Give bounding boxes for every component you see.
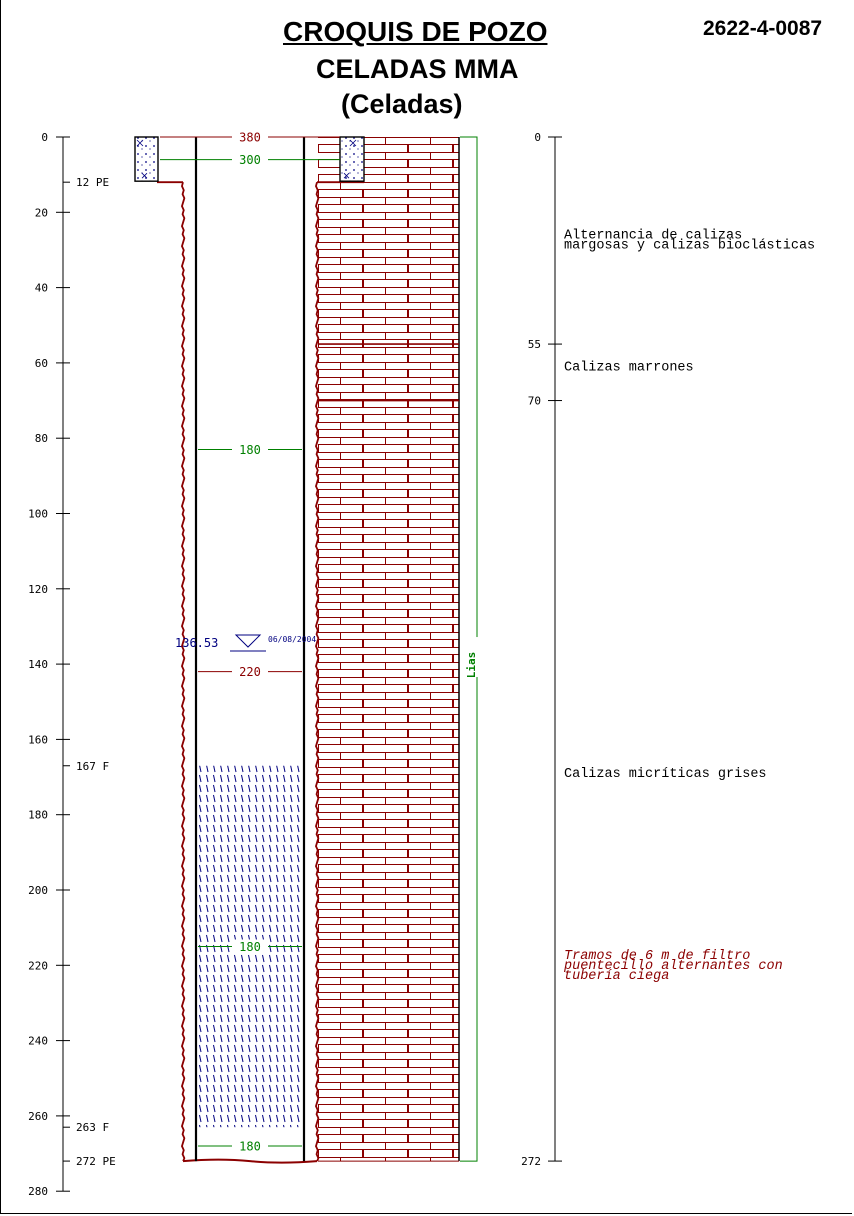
- well-code: 2622-4-0087: [703, 17, 823, 40]
- depth-tick-label: 240: [28, 1035, 48, 1048]
- depth-tick-label: 0: [41, 131, 48, 144]
- depth-tick-label: 120: [28, 583, 48, 596]
- construction-mark-label: 167 F: [76, 760, 109, 773]
- lithology-label: Alternancia de calizas: [564, 229, 742, 244]
- cement-marks: [136, 139, 357, 179]
- water-level-value: 136.53: [175, 636, 218, 650]
- lithology-label: Calizas marrones: [564, 360, 694, 375]
- diameter-labels: 380 300 180 220 180 180: [160, 130, 340, 1154]
- depth-tick-label: 60: [35, 357, 48, 370]
- diameter-label-bg: [232, 664, 268, 678]
- lithology-label: Calizas micríticas grises: [564, 767, 767, 782]
- casing-note: tubería ciega: [564, 969, 669, 984]
- diameter-label: 380: [239, 131, 261, 145]
- borehole-wall-right: [314, 181, 320, 1162]
- diameter-label: 180: [239, 940, 261, 954]
- formation-bracket: Lias: [460, 136, 478, 1162]
- lithology-boundary-label: 272: [521, 1155, 541, 1168]
- construction-mark-label: 12 PE: [76, 176, 109, 189]
- water-level: 136.53 06/08/2004: [175, 634, 316, 652]
- construction-mark-label: 272 PE: [76, 1155, 116, 1168]
- diameter-label: 220: [239, 665, 261, 679]
- limestone-pattern: [318, 137, 459, 1162]
- collar-cement-left: [134, 136, 159, 182]
- water-level-date: 06/08/2004: [268, 635, 316, 644]
- water-level-icon: [234, 634, 262, 648]
- lithology-boundary-label: 0: [534, 131, 541, 144]
- diameter-label: 300: [239, 153, 261, 167]
- construction-mark-label: 263 F: [76, 1121, 109, 1134]
- depth-tick-label: 220: [28, 959, 48, 972]
- borehole-bottom: [182, 1158, 318, 1164]
- depth-tick-label: 260: [28, 1110, 48, 1123]
- page-title: CROQUIS DE POZO: [283, 16, 548, 47]
- depth-tick-label: 100: [28, 508, 48, 521]
- lithology-label: margosas y calizas bioclásticas: [564, 239, 815, 254]
- depth-tick-label: 80: [35, 432, 48, 445]
- diameter-label-bg: [232, 130, 268, 143]
- borehole-wall-left: [180, 181, 186, 1162]
- lithology-boundary-label: 55: [528, 338, 541, 351]
- depth-tick-label: 200: [28, 884, 48, 897]
- formation-label-bg: [464, 637, 478, 678]
- depth-tick-label: 160: [28, 733, 48, 746]
- depth-tick-label: 280: [28, 1185, 48, 1198]
- depth-axis: 0 20 40 60 80 100 120 140 160 180 200 220 240 260 280: [28, 131, 70, 1198]
- diameter-label: 180: [239, 443, 261, 457]
- well-location: (Celadas): [341, 89, 463, 119]
- diameter-label: 180: [239, 1140, 261, 1154]
- depth-tick-label: 20: [35, 206, 48, 219]
- casing-note: Tramos de 6 m de filtro: [564, 949, 750, 964]
- construction-marks: 12 PE 167 F 263 F 272 PE: [63, 176, 116, 1168]
- diameter-label-bg: [232, 152, 268, 166]
- diameter-label-bg: [232, 442, 268, 456]
- formation-label: Lias: [465, 652, 478, 679]
- depth-tick-label: 40: [35, 282, 48, 295]
- well-name: CELADAS MMA: [316, 54, 519, 84]
- diameter-label-bg: [232, 939, 268, 953]
- depth-tick-label: 180: [28, 809, 48, 822]
- lithology-pattern: [318, 137, 460, 1162]
- lithology-boundary-label: 70: [528, 395, 541, 408]
- casing-note: puentecillo alternantes con: [563, 959, 783, 974]
- depth-tick-label: 140: [28, 658, 48, 671]
- diameter-label-bg: [232, 1139, 268, 1153]
